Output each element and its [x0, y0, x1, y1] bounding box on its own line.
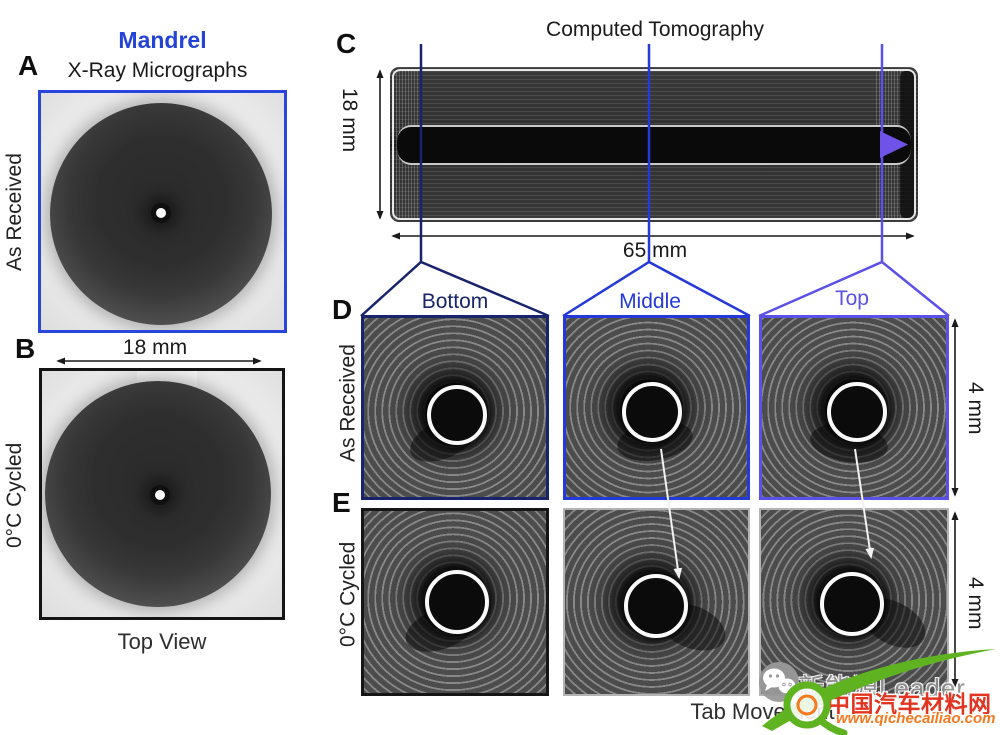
panel-b-xray-image [39, 368, 285, 620]
panel-b-tag: B [15, 333, 36, 364]
slice-label-middle: Middle [619, 290, 681, 313]
panel-e-height-dim-label: 4 mm [964, 576, 987, 630]
ct-slice-e-bottom [361, 508, 549, 696]
panel-a-subtitle: X-Ray Micrographs [67, 59, 248, 82]
slice-label-top: Top [835, 287, 869, 310]
watermark-logo-swoosh [762, 649, 996, 735]
watermark-site-url: www.qichecailiao.com [836, 710, 996, 727]
mandrel-ring [827, 381, 888, 442]
ct-slice-d-middle [563, 315, 750, 500]
panel-a-row-label: As Received [3, 153, 26, 272]
ct-can-outline [392, 69, 916, 220]
panel-b-row-label: 0°C Cycled [3, 442, 26, 548]
mandrel-ring [622, 381, 683, 442]
mandrel-ring [425, 570, 490, 635]
mandrel-ring [820, 572, 885, 637]
mandrel-ring [427, 385, 488, 446]
column-title-mandrel: Mandrel [118, 27, 207, 53]
panel-d-tag: D [332, 294, 353, 325]
panel-e-tag: E [332, 487, 351, 518]
panel-e-row-label: 0°C Cycled [336, 541, 360, 648]
panel-c-ct-scan-image [390, 67, 918, 222]
xray-mandrel-dot [156, 208, 166, 218]
panel-a-tag: A [18, 50, 39, 81]
slice-label-bottom: Bottom [421, 290, 489, 313]
ct-slice-d-top [759, 315, 949, 500]
panel-c-tag: C [336, 28, 357, 59]
panel-b-width-dim-label: 18 mm [122, 336, 188, 359]
ct-slice-e-middle [563, 508, 750, 696]
panel-c-title: Computed Tomography [546, 18, 764, 41]
ct-slice-d-bottom [361, 315, 549, 500]
xray-mandrel-dot [155, 490, 165, 500]
panel-c-height-dim-label: 18 mm [338, 87, 361, 153]
panel-c-length-dim-label: 65 mm [622, 239, 688, 262]
panel-d-height-dim-label: 4 mm [964, 381, 987, 435]
panel-b-caption: Top View [117, 629, 207, 654]
mandrel-ring [623, 574, 688, 638]
watermark-site-name: 中国汽车材料网 [827, 691, 992, 717]
panel-a-xray-image [38, 90, 287, 333]
panel-d-row-label: As Received [336, 344, 360, 462]
